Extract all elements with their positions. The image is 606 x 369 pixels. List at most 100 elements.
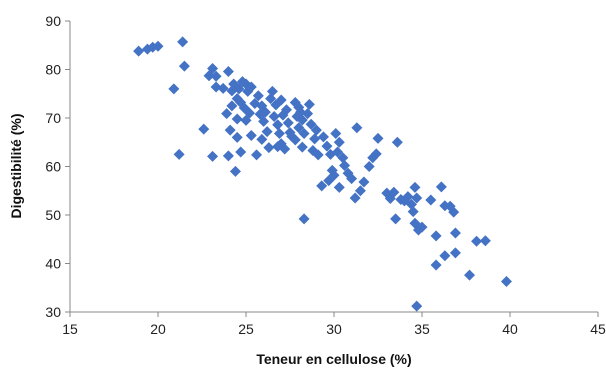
- data-point: [326, 164, 338, 176]
- data-point: [251, 149, 263, 161]
- data-point: [430, 259, 442, 271]
- y-ticks: 30 40 50 60 70 80 90: [45, 13, 70, 320]
- y-tick-label: 80: [45, 62, 61, 78]
- data-point: [168, 83, 180, 95]
- data-point: [430, 230, 442, 242]
- y-axis-title: Digestibilité (%): [8, 113, 24, 218]
- data-point: [337, 152, 349, 164]
- data-point: [416, 221, 428, 233]
- x-tick-label: 20: [150, 321, 166, 337]
- data-point: [272, 119, 284, 131]
- data-point: [330, 128, 342, 140]
- data-point: [207, 150, 219, 162]
- data-point: [309, 133, 321, 145]
- data-point: [178, 60, 190, 72]
- data-point: [351, 122, 363, 134]
- data-point: [275, 94, 287, 106]
- data-point: [390, 213, 402, 225]
- data-point: [464, 269, 476, 281]
- data-point: [303, 98, 315, 110]
- data-point: [133, 45, 145, 57]
- data-point: [254, 108, 266, 120]
- data-point: [226, 100, 238, 112]
- data-point: [152, 40, 164, 52]
- data-point: [402, 191, 414, 203]
- data-point: [177, 36, 189, 48]
- data-point: [224, 124, 236, 136]
- data-point: [425, 194, 437, 206]
- data-point: [229, 165, 241, 177]
- data-point: [210, 81, 222, 93]
- data-point: [235, 146, 247, 158]
- data-point: [256, 133, 268, 145]
- data-points: [133, 36, 512, 312]
- data-point: [305, 118, 317, 130]
- axes: [69, 21, 598, 313]
- data-point: [449, 247, 461, 259]
- data-point: [407, 206, 419, 218]
- x-tick-label: 30: [326, 321, 342, 337]
- data-point: [332, 146, 344, 158]
- data-point: [333, 136, 345, 148]
- data-point: [266, 85, 278, 97]
- y-tick-label: 90: [45, 13, 61, 29]
- data-point: [391, 136, 403, 148]
- data-point: [372, 132, 384, 144]
- data-point: [312, 149, 324, 161]
- data-point: [411, 300, 423, 312]
- data-point: [277, 109, 289, 121]
- data-point: [411, 192, 423, 204]
- data-point: [265, 93, 277, 105]
- data-point: [221, 108, 233, 120]
- data-point: [207, 63, 219, 75]
- data-point: [435, 181, 447, 193]
- data-point: [286, 130, 298, 142]
- data-point: [302, 108, 314, 120]
- data-point: [409, 181, 421, 193]
- data-point: [296, 141, 308, 153]
- data-point: [263, 142, 275, 154]
- data-point: [298, 128, 310, 140]
- data-point: [268, 111, 280, 123]
- data-point: [448, 206, 460, 218]
- data-point: [405, 198, 417, 210]
- data-point: [282, 117, 294, 129]
- y-tick-label: 60: [45, 159, 61, 175]
- data-point: [370, 148, 382, 160]
- data-point: [346, 173, 358, 185]
- data-point: [252, 90, 264, 102]
- data-point: [449, 227, 461, 239]
- x-tick-label: 45: [590, 321, 606, 337]
- data-point: [439, 250, 451, 262]
- data-point: [388, 186, 400, 198]
- data-point: [310, 124, 322, 136]
- data-point: [261, 126, 273, 138]
- data-point: [217, 82, 229, 94]
- data-point: [222, 65, 234, 77]
- data-point: [333, 181, 345, 193]
- data-point: [272, 141, 284, 153]
- data-point: [358, 176, 370, 188]
- data-point: [354, 185, 366, 197]
- data-point: [349, 192, 361, 204]
- data-point: [316, 180, 328, 192]
- data-point: [273, 128, 285, 140]
- y-tick-label: 40: [45, 256, 61, 272]
- data-point: [293, 122, 305, 134]
- data-point: [240, 114, 252, 126]
- data-point: [231, 113, 243, 125]
- data-point: [500, 275, 512, 287]
- y-tick-label: 50: [45, 207, 61, 223]
- x-tick-label: 40: [502, 321, 518, 337]
- data-point: [173, 148, 185, 160]
- data-point: [321, 140, 333, 152]
- data-point: [222, 150, 234, 162]
- data-point: [317, 131, 329, 143]
- data-point: [231, 131, 243, 143]
- data-point: [198, 123, 210, 135]
- y-tick-label: 30: [45, 304, 61, 320]
- data-point: [245, 129, 257, 141]
- data-point: [298, 213, 310, 225]
- x-tick-label: 15: [62, 321, 78, 337]
